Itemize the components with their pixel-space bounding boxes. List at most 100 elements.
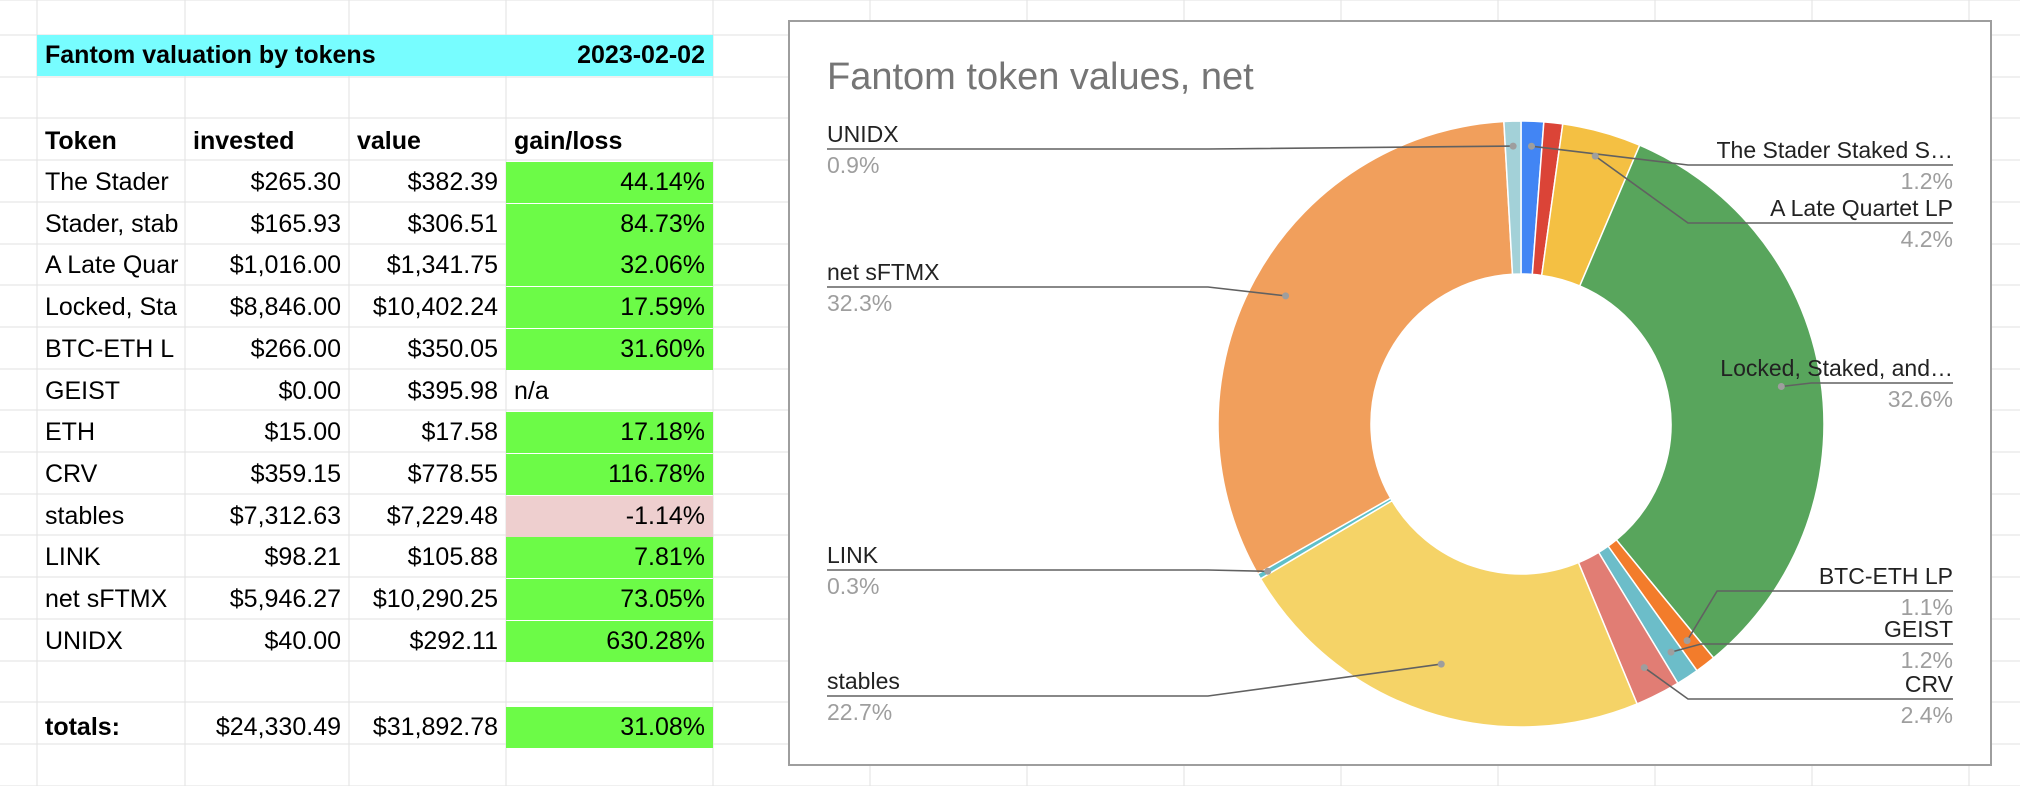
cell-value[interactable]: $17.58 xyxy=(421,418,498,447)
cell-gain[interactable]: 31.60% xyxy=(506,328,713,370)
cell-value[interactable]: $395.98 xyxy=(407,376,498,405)
slice-percent: 0.9% xyxy=(827,152,879,178)
leader-line xyxy=(827,663,1442,697)
slice-percent: 0.3% xyxy=(827,573,879,599)
cell-invested[interactable]: $359.15 xyxy=(250,459,341,488)
totals-invested[interactable]: $24,330.49 xyxy=(215,713,341,741)
cell-gain[interactable]: -1.14% xyxy=(506,495,713,537)
slice-percent: 1.1% xyxy=(1901,594,1953,620)
cell-token[interactable]: The Stader xyxy=(45,168,169,196)
pie-slice[interactable] xyxy=(1217,120,1514,575)
slice-label: BTC-ETH LP xyxy=(1819,563,1953,589)
leader-dot xyxy=(1667,648,1675,656)
leader-dot xyxy=(1264,567,1272,575)
chart-labels: The Stader Staked S…1.2%A Late Quartet L… xyxy=(827,121,1954,728)
cell-gain[interactable]: 44.14% xyxy=(506,162,713,203)
cell-gain[interactable]: 17.18% xyxy=(506,412,713,454)
cell-invested[interactable]: $8,846.00 xyxy=(229,293,341,322)
chart-slices xyxy=(1217,120,1825,728)
slice-percent: 1.2% xyxy=(1901,647,1953,673)
sheet-title-cell[interactable]: Fantom valuation by tokens xyxy=(37,35,506,76)
cell-invested[interactable]: $5,946.27 xyxy=(229,585,341,613)
pie-slice[interactable] xyxy=(1259,499,1639,728)
cell-value[interactable]: $1,341.75 xyxy=(386,251,498,280)
slice-label: The Stader Staked S… xyxy=(1716,137,1953,163)
cell-value[interactable]: $350.05 xyxy=(407,334,498,363)
header-token[interactable]: Token xyxy=(45,127,117,155)
cell-token[interactable]: LINK xyxy=(45,543,101,572)
cell-gain[interactable]: n/a xyxy=(514,376,549,405)
leader-dot xyxy=(1777,382,1785,390)
cell-value[interactable]: $105.88 xyxy=(407,543,498,572)
leader-line xyxy=(827,145,1514,150)
cell-invested[interactable]: $98.21 xyxy=(264,543,341,572)
leader-line xyxy=(827,286,1286,297)
chart-title: Fantom token values, net xyxy=(827,56,1254,98)
cell-gain[interactable]: 17.59% xyxy=(506,287,713,329)
slice-percent: 32.6% xyxy=(1888,386,1953,412)
cell-invested[interactable]: $265.30 xyxy=(250,168,341,196)
cell-value[interactable]: $292.11 xyxy=(409,626,498,655)
cell-invested[interactable]: $0.00 xyxy=(278,376,341,405)
cell-token[interactable]: ETH xyxy=(45,418,95,447)
leader-line xyxy=(1594,155,1953,224)
leader-dot xyxy=(1591,152,1599,160)
pie-slice[interactable] xyxy=(1578,144,1825,659)
cell-gain[interactable]: 116.78% xyxy=(506,453,713,495)
leader-dot xyxy=(1282,292,1290,300)
cell-invested[interactable]: $40.00 xyxy=(264,626,341,655)
totals-label[interactable]: totals: xyxy=(45,713,120,741)
sheet-date-cell[interactable]: 2023-02-02 xyxy=(506,35,713,76)
pie-slice[interactable] xyxy=(1503,120,1522,276)
leader-line xyxy=(1686,590,1953,642)
header-gain-loss[interactable]: gain/loss xyxy=(514,127,623,155)
cell-value[interactable]: $10,402.24 xyxy=(372,293,498,322)
slice-percent: 32.3% xyxy=(827,290,892,316)
slice-label: UNIDX xyxy=(827,121,899,147)
leader-dot xyxy=(1683,637,1691,645)
slice-label: LINK xyxy=(827,542,879,568)
leader-dot xyxy=(1509,142,1517,150)
leader-line xyxy=(1643,666,1953,700)
cell-invested[interactable]: $7,312.63 xyxy=(229,501,341,530)
cell-invested[interactable]: $15.00 xyxy=(264,418,341,447)
cell-token[interactable]: Locked, Sta xyxy=(45,293,178,322)
cell-invested[interactable]: $266.00 xyxy=(250,334,341,363)
cell-value[interactable]: $382.39 xyxy=(407,168,498,196)
cell-gain[interactable]: 32.06% xyxy=(506,245,713,287)
header-invested[interactable]: invested xyxy=(193,127,295,155)
cell-token[interactable]: net sFTMX xyxy=(45,585,168,613)
cell-token[interactable]: CRV xyxy=(45,459,98,488)
cell-token[interactable]: Stader, stab xyxy=(45,209,179,238)
donut-chart[interactable]: Fantom token values, net The Stader Stak… xyxy=(788,20,1992,766)
chart-leader-lines xyxy=(827,142,1953,700)
cell-token[interactable]: GEIST xyxy=(45,376,121,405)
cell-invested[interactable]: $1,016.00 xyxy=(229,251,341,280)
slice-label: A Late Quartet LP xyxy=(1770,195,1953,221)
totals-gain[interactable]: 31.08% xyxy=(506,707,713,748)
cell-token[interactable]: A Late Quar xyxy=(45,251,179,280)
cell-value[interactable]: $7,229.48 xyxy=(386,501,498,530)
cell-token[interactable]: stables xyxy=(45,501,125,530)
cell-value[interactable]: $778.55 xyxy=(407,459,498,488)
cell-invested[interactable]: $165.93 xyxy=(250,209,341,238)
slice-label: net sFTMX xyxy=(827,259,939,285)
totals-value[interactable]: $31,892.78 xyxy=(372,713,498,741)
slice-percent: 2.4% xyxy=(1901,702,1953,728)
slice-label: stables xyxy=(827,668,900,694)
slice-label: GEIST xyxy=(1884,616,1953,642)
slice-percent: 1.2% xyxy=(1901,168,1953,194)
cell-token[interactable]: UNIDX xyxy=(45,626,123,655)
cell-value[interactable]: $306.51 xyxy=(407,209,498,238)
leader-line xyxy=(1781,382,1953,388)
leader-line xyxy=(1670,643,1953,653)
cell-gain[interactable]: 630.28% xyxy=(506,620,713,662)
slice-percent: 4.2% xyxy=(1901,226,1953,252)
header-value[interactable]: value xyxy=(357,127,421,155)
cell-gain[interactable]: 7.81% xyxy=(506,537,713,579)
leader-dot xyxy=(1527,142,1535,150)
cell-gain[interactable]: 73.05% xyxy=(506,579,713,620)
cell-value[interactable]: $10,290.25 xyxy=(372,585,498,613)
cell-gain[interactable]: 84.73% xyxy=(506,203,713,245)
cell-token[interactable]: BTC-ETH L xyxy=(45,334,175,363)
